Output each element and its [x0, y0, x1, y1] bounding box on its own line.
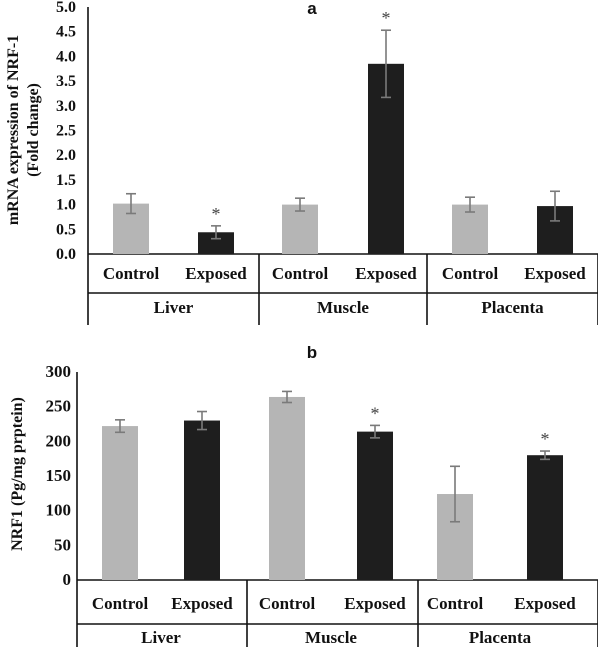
panel-a: a mRNA expression of NRF-1 (Fold change) 0.… — [5, 0, 598, 325]
y-tick-label: 4.0 — [56, 48, 76, 65]
y-tick-label: 0.0 — [56, 246, 76, 263]
y-tick-label: 5.0 — [56, 0, 76, 16]
x-category-label: Control — [92, 594, 149, 613]
y-tick-label: 4.5 — [56, 24, 76, 41]
x-group-label: Liver — [141, 628, 181, 647]
x-group-label: Placenta — [481, 298, 544, 317]
y-tick-label: 0.5 — [56, 221, 76, 238]
y-tick-label: 1.5 — [56, 172, 76, 189]
y-tick-label: 2.0 — [56, 147, 76, 164]
x-category-label: Exposed — [171, 594, 233, 613]
x-category-label: Exposed — [355, 264, 417, 283]
x-category-label: Exposed — [524, 264, 586, 283]
y-axis-label-line: (Fold change) — [25, 83, 42, 177]
y-tick-label: 250 — [46, 397, 72, 416]
y-tick-label: 2.5 — [56, 123, 76, 140]
y-tick-label: 300 — [46, 362, 72, 381]
significance-marker: * — [541, 429, 550, 449]
x-category-label: Control — [259, 594, 316, 613]
bar-control — [102, 426, 138, 580]
y-tick-label: 1.0 — [56, 197, 76, 214]
x-category-label: Exposed — [344, 594, 406, 613]
bar-exposed — [198, 232, 234, 254]
bar-exposed — [184, 420, 220, 580]
chart-title: a — [307, 0, 317, 18]
y-tick-label: 3.5 — [56, 73, 76, 90]
x-category-label: Exposed — [185, 264, 247, 283]
bar-control — [282, 204, 318, 254]
panel-b: b NRF1 (Pg/mg prptein) 0 50 100 150 200 250 300 C… — [9, 343, 598, 647]
x-group-label: Muscle — [317, 298, 369, 317]
y-tick-label: 50 — [54, 535, 71, 554]
x-category-label: Control — [442, 264, 499, 283]
x-category-label: Control — [103, 264, 160, 283]
y-tick-label: 100 — [46, 501, 72, 520]
significance-marker: * — [382, 8, 391, 28]
x-category-label: Exposed — [514, 594, 576, 613]
y-tick-label: 3.0 — [56, 98, 76, 115]
significance-marker: * — [371, 403, 380, 423]
x-group-label: Muscle — [305, 628, 357, 647]
bar-exposed — [357, 431, 393, 580]
bar-control — [452, 204, 488, 254]
y-tick-label: 150 — [46, 466, 72, 485]
y-tick-label: 0 — [63, 570, 72, 589]
chart-title: b — [307, 343, 317, 362]
significance-marker: * — [212, 204, 221, 224]
x-group-label: Placenta — [469, 628, 532, 647]
x-group-label: Liver — [154, 298, 194, 317]
bar-control — [269, 396, 305, 580]
x-category-label: Control — [427, 594, 484, 613]
x-category-label: Control — [272, 264, 329, 283]
y-tick-label: 200 — [46, 431, 72, 450]
y-axis-label: NRF1 (Pg/mg prptein) — [9, 397, 26, 551]
y-axis-label-line: mRNA expression of NRF-1 — [5, 35, 22, 225]
bar-exposed — [527, 455, 563, 580]
